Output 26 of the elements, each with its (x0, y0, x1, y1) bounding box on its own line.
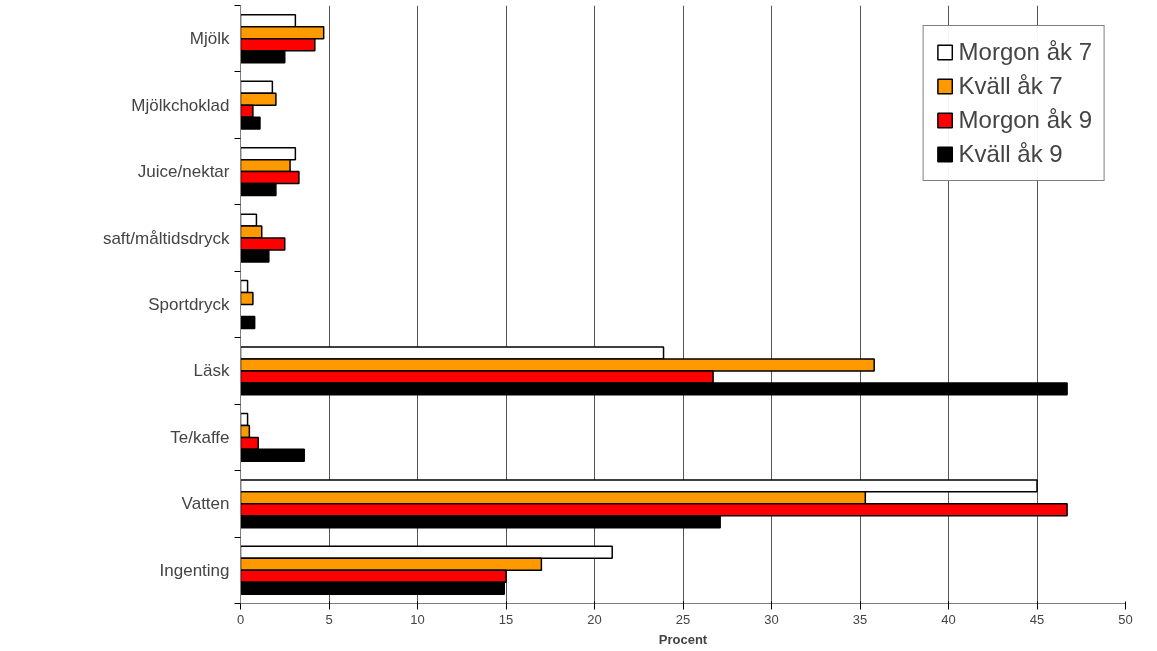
x-tick-label: 25 (675, 611, 691, 627)
y-tick-label: saft/måltidsdryck (102, 228, 230, 248)
y-tick-label: Mjölkchoklad (131, 95, 230, 115)
y-tick-label: Mjölk (189, 29, 230, 49)
x-tick-label: 50 (1118, 611, 1133, 627)
legend-label: Kväll åk 9 (958, 140, 1063, 168)
x-tick-label: 20 (587, 611, 602, 627)
bar (240, 315, 256, 330)
x-axis-title: Procent (658, 631, 708, 647)
y-tick-label: Sportdryck (148, 295, 230, 314)
x-tick-label: 40 (941, 611, 956, 627)
x-tick-label: 5 (325, 611, 333, 627)
y-tick-label: Ingenting (159, 560, 230, 580)
y-tick-label: Juice/nektar (137, 162, 230, 182)
legend-label: Kväll åk 7 (958, 72, 1063, 100)
legend-label: Morgon åk 7 (958, 38, 1092, 66)
x-tick-label: 35 (852, 611, 868, 627)
y-tick-label: Vatten (181, 494, 230, 514)
x-tick-label: 15 (498, 611, 514, 627)
x-tick-label: 10 (410, 611, 425, 627)
y-tick-label: Te/kaffe (170, 427, 230, 447)
x-tick-label: 0 (236, 611, 245, 627)
x-tick-label: 45 (1029, 611, 1045, 627)
y-tick-label: Läsk (193, 361, 230, 381)
legend-label: Morgon åk 9 (958, 106, 1092, 134)
x-tick-label: 30 (764, 611, 779, 627)
